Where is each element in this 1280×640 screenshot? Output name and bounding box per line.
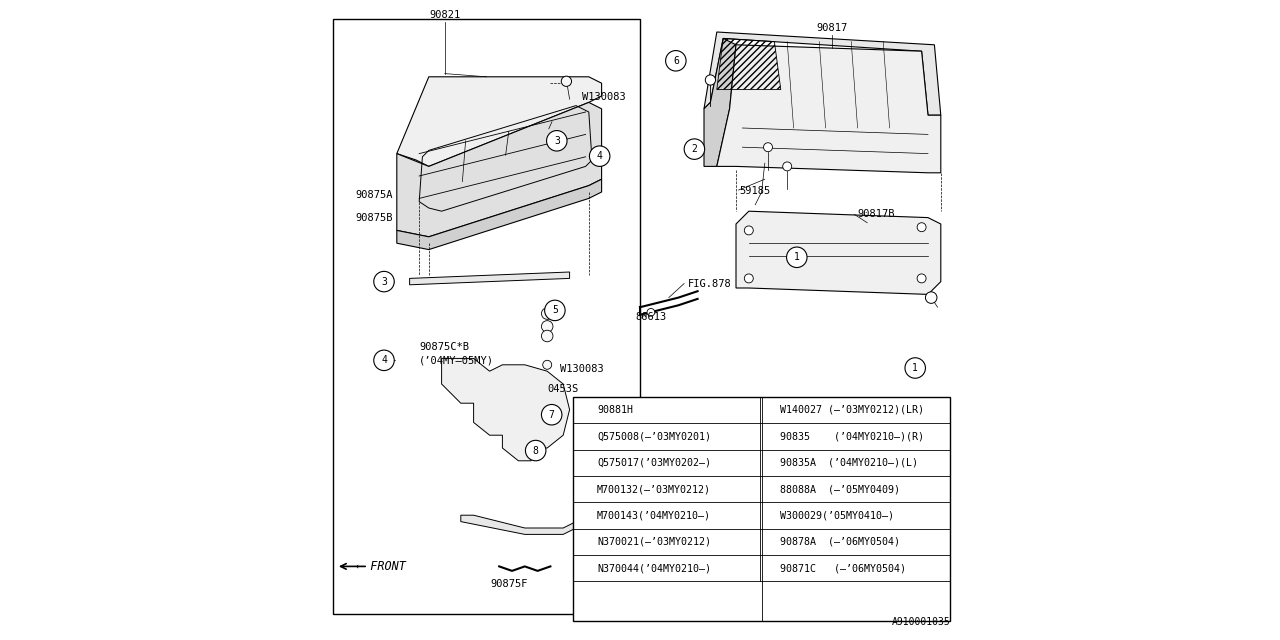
Text: ← FRONT: ← FRONT — [356, 560, 406, 573]
Polygon shape — [736, 211, 941, 294]
Text: 5: 5 — [552, 305, 558, 316]
Circle shape — [705, 75, 716, 85]
Text: A910001035: A910001035 — [892, 617, 950, 627]
Text: N370021(–’03MY0212): N370021(–’03MY0212) — [596, 537, 712, 547]
Polygon shape — [717, 45, 941, 173]
Circle shape — [758, 481, 772, 497]
Text: 90875A: 90875A — [356, 190, 393, 200]
Circle shape — [905, 358, 925, 378]
Circle shape — [378, 278, 385, 285]
Circle shape — [646, 308, 655, 316]
Circle shape — [374, 271, 394, 292]
Text: 90875E: 90875E — [576, 521, 613, 531]
Text: 4: 4 — [381, 355, 387, 365]
Polygon shape — [704, 38, 736, 166]
Text: 90875C*B: 90875C*B — [420, 342, 470, 352]
Circle shape — [783, 162, 791, 171]
Text: 2: 2 — [581, 432, 588, 441]
Circle shape — [590, 146, 611, 166]
Circle shape — [526, 440, 547, 461]
Circle shape — [666, 51, 686, 71]
Text: Q575008(–’03MY0201): Q575008(–’03MY0201) — [596, 431, 712, 442]
Circle shape — [541, 308, 553, 319]
Text: 4: 4 — [581, 537, 588, 547]
Text: W130083: W130083 — [561, 364, 604, 374]
Circle shape — [561, 76, 571, 86]
Text: 90817B: 90817B — [858, 209, 895, 220]
Text: 0453S: 0453S — [548, 384, 579, 394]
Text: M700132(–’03MY0212): M700132(–’03MY0212) — [596, 484, 712, 494]
Text: 59185: 59185 — [740, 186, 771, 196]
Text: 1: 1 — [794, 252, 800, 262]
Circle shape — [786, 247, 808, 268]
Circle shape — [541, 404, 562, 425]
Circle shape — [577, 534, 591, 549]
Text: 1: 1 — [581, 406, 588, 415]
Circle shape — [374, 350, 394, 371]
Text: 86613: 86613 — [635, 312, 667, 322]
Circle shape — [594, 152, 603, 161]
Circle shape — [916, 274, 927, 283]
Circle shape — [916, 223, 927, 232]
Polygon shape — [410, 272, 570, 285]
Text: W140027 (–’03MY0212)(LR): W140027 (–’03MY0212)(LR) — [780, 405, 924, 415]
Text: 90835A  (’04MY0210–)(L): 90835A (’04MY0210–)(L) — [780, 458, 918, 468]
Text: 90875F: 90875F — [490, 579, 527, 589]
Text: 6: 6 — [673, 56, 678, 66]
Polygon shape — [397, 77, 602, 166]
Circle shape — [543, 360, 552, 369]
Text: 1: 1 — [913, 363, 918, 373]
Text: (–’04MY0403): (–’04MY0403) — [576, 534, 652, 545]
Text: 6: 6 — [762, 484, 768, 493]
FancyBboxPatch shape — [333, 19, 640, 614]
Text: 90821: 90821 — [429, 10, 461, 20]
Text: 90878A  (–’06MY0504): 90878A (–’06MY0504) — [780, 537, 900, 547]
Text: N370044(’04MY0210–): N370044(’04MY0210–) — [596, 563, 712, 573]
Text: 7: 7 — [549, 410, 554, 420]
Text: M700143(’04MY0210–): M700143(’04MY0210–) — [596, 510, 712, 520]
Text: (’04MY–05MY): (’04MY–05MY) — [420, 355, 494, 365]
Text: 8: 8 — [532, 445, 539, 456]
Text: 90881H: 90881H — [596, 405, 634, 415]
Text: W130083: W130083 — [582, 92, 626, 102]
Text: 8: 8 — [762, 564, 768, 573]
Circle shape — [577, 481, 591, 497]
Circle shape — [745, 274, 753, 283]
Text: 90875B: 90875B — [356, 212, 393, 223]
Circle shape — [763, 143, 773, 152]
Polygon shape — [704, 32, 941, 115]
Circle shape — [758, 429, 772, 444]
Text: 3: 3 — [381, 276, 387, 287]
Text: W300029(’05MY0410–): W300029(’05MY0410–) — [780, 510, 893, 520]
Circle shape — [758, 561, 772, 576]
Circle shape — [379, 356, 387, 364]
Text: 3: 3 — [581, 484, 588, 493]
Text: 90835    (’04MY0210–)(R): 90835 (’04MY0210–)(R) — [780, 431, 924, 442]
Circle shape — [577, 429, 591, 444]
Text: 90871C   (–’06MY0504): 90871C (–’06MY0504) — [780, 563, 905, 573]
Text: 4: 4 — [596, 151, 603, 161]
Text: 88088A  (–’05MY0409): 88088A (–’05MY0409) — [780, 484, 900, 494]
Circle shape — [541, 321, 553, 332]
Circle shape — [758, 534, 772, 549]
Polygon shape — [461, 515, 576, 534]
Circle shape — [541, 330, 553, 342]
Circle shape — [925, 292, 937, 303]
Text: 2: 2 — [691, 144, 698, 154]
Text: 90817: 90817 — [817, 23, 847, 33]
Circle shape — [745, 226, 753, 235]
Circle shape — [577, 403, 591, 418]
Text: 3: 3 — [554, 136, 559, 146]
Circle shape — [684, 139, 704, 159]
FancyBboxPatch shape — [573, 397, 950, 621]
Text: 7: 7 — [762, 537, 768, 547]
Polygon shape — [442, 358, 570, 461]
Polygon shape — [397, 102, 602, 237]
Text: 5: 5 — [762, 432, 768, 441]
Circle shape — [545, 300, 566, 321]
Text: Q575017(’03MY0202–): Q575017(’03MY0202–) — [596, 458, 712, 468]
Circle shape — [547, 131, 567, 151]
Text: FIG.878: FIG.878 — [689, 278, 732, 289]
Polygon shape — [397, 179, 602, 250]
